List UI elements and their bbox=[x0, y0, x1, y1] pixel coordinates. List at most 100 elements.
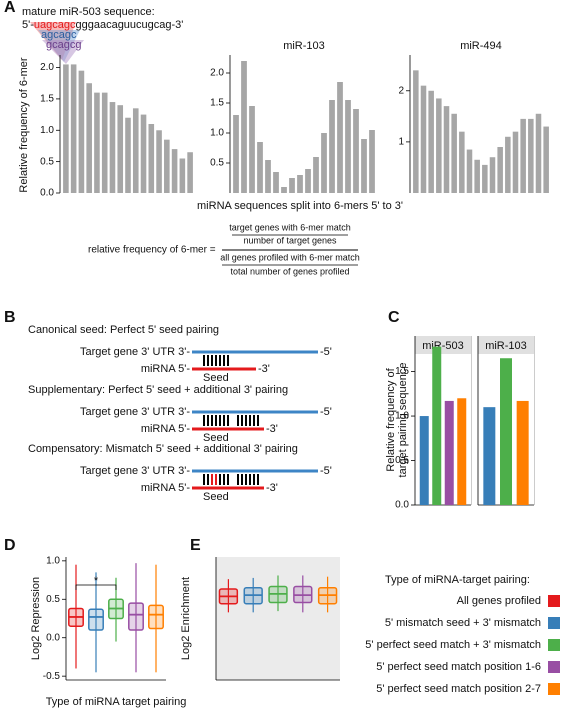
bar bbox=[321, 133, 327, 193]
y-tick-label: 1.0 bbox=[210, 128, 224, 139]
y-tick-label: -0.5 bbox=[43, 671, 61, 682]
bar bbox=[257, 142, 263, 193]
y-tick-label: 1.0 bbox=[40, 125, 54, 136]
legend-label: 5' perfect seed match position 2-7 bbox=[376, 683, 541, 695]
y-tick-label: 2 bbox=[398, 85, 404, 96]
bar bbox=[436, 98, 442, 193]
bar bbox=[497, 147, 503, 193]
bar bbox=[482, 164, 488, 193]
bar bbox=[164, 139, 170, 193]
mirna-end: -3' bbox=[258, 363, 270, 375]
bar bbox=[500, 358, 512, 505]
bar bbox=[466, 149, 473, 193]
bar bbox=[459, 131, 465, 193]
bar bbox=[535, 113, 542, 193]
bar bbox=[444, 400, 454, 505]
bar bbox=[483, 407, 496, 505]
diagram-title: Compensatory: Mismatch 5' seed + additio… bbox=[28, 443, 298, 455]
bar bbox=[451, 113, 457, 193]
bar bbox=[156, 130, 162, 193]
bar bbox=[140, 114, 147, 193]
panel-label: E bbox=[190, 537, 201, 554]
panel-label: D bbox=[4, 537, 16, 554]
mirna-label: miRNA 5'- bbox=[141, 363, 190, 375]
sequence-heading: mature miR-503 sequence: bbox=[22, 6, 155, 18]
legend-swatch bbox=[548, 639, 560, 651]
target-label: Target gene 3' UTR 3'- bbox=[80, 465, 190, 477]
legend-swatch bbox=[548, 661, 560, 673]
legend-label: 5' perfect seed match position 1-6 bbox=[376, 661, 541, 673]
bar bbox=[78, 70, 85, 193]
y-tick-label: 1.0 bbox=[395, 411, 409, 422]
box bbox=[88, 608, 104, 631]
bar bbox=[457, 398, 467, 505]
y-tick-label: 1.5 bbox=[40, 94, 54, 105]
seq-part: gggaacaguucugcag-3' bbox=[75, 19, 183, 31]
legend-label: 5' mismatch seed + 3' mismatch bbox=[385, 617, 541, 629]
bar bbox=[109, 102, 116, 193]
legend-swatch bbox=[548, 595, 560, 607]
bar bbox=[117, 105, 124, 193]
bar bbox=[273, 172, 279, 193]
bar bbox=[474, 159, 480, 193]
legend-title: Type of miRNA-target pairing: bbox=[385, 574, 530, 586]
bar bbox=[132, 108, 139, 193]
x-axis-label: Type of miRNA target pairing bbox=[46, 696, 187, 708]
sequence: 5'-uagcagcgggaacaguucugcag-3' bbox=[22, 19, 183, 31]
bar bbox=[419, 416, 429, 505]
y-tick-label: 0.0 bbox=[46, 632, 60, 643]
target-label: Target gene 3' UTR 3'- bbox=[80, 406, 190, 418]
y-axis-label: Relative frequency of 6-mer bbox=[18, 57, 30, 192]
seed-label: Seed bbox=[203, 491, 229, 503]
facet-strip bbox=[415, 336, 471, 354]
panel-label: A bbox=[4, 0, 16, 16]
bar bbox=[337, 82, 343, 193]
diagram-title: Canonical seed: Perfect 5' seed pairing bbox=[28, 324, 219, 336]
target-end: -5' bbox=[320, 465, 332, 477]
bar bbox=[86, 83, 92, 193]
formula-num-top: target genes with 6-mer match bbox=[229, 222, 351, 232]
seq-part: 5'- bbox=[22, 19, 34, 31]
y-axis-label: Log2 Enrichment bbox=[180, 577, 192, 660]
bar bbox=[345, 100, 351, 193]
bar bbox=[353, 109, 359, 193]
bar bbox=[281, 187, 287, 193]
panel-label: C bbox=[388, 309, 400, 326]
y-tick-label: 1.0 bbox=[46, 555, 60, 566]
y-axis-label: Log2 Repression bbox=[30, 577, 42, 660]
bar bbox=[432, 346, 442, 505]
bar bbox=[489, 157, 496, 193]
bar bbox=[289, 178, 295, 193]
formula-lhs: relative frequency of 6-mer = bbox=[88, 245, 216, 256]
bar bbox=[171, 149, 178, 193]
mirna-label: miRNA 5'- bbox=[141, 482, 190, 494]
seq-part: uagcagc bbox=[34, 19, 76, 31]
bar bbox=[101, 92, 108, 193]
bar bbox=[187, 152, 193, 193]
y-axis-label: Relative frequency of bbox=[385, 367, 397, 471]
legend-label: 5' perfect seed match + 3' mismatch bbox=[365, 639, 541, 651]
box bbox=[148, 604, 164, 630]
bar bbox=[369, 130, 375, 193]
significance-bracket bbox=[75, 584, 117, 590]
y-tick-label: 2.0 bbox=[40, 62, 54, 73]
formula-den-bottom: total number of genes profiled bbox=[230, 266, 349, 276]
facet-strip bbox=[478, 336, 534, 354]
kmer: agcagc bbox=[41, 29, 77, 41]
bar bbox=[516, 400, 529, 505]
y-tick-label: 1.5 bbox=[395, 366, 409, 377]
target-end: -5' bbox=[320, 406, 332, 418]
bar bbox=[520, 118, 526, 193]
bar bbox=[361, 139, 367, 193]
box bbox=[128, 602, 144, 631]
bar bbox=[443, 106, 450, 193]
bar bbox=[249, 106, 255, 193]
kmer-wedge bbox=[42, 40, 84, 64]
bar bbox=[313, 157, 319, 193]
bar bbox=[505, 136, 511, 193]
bar bbox=[297, 175, 303, 193]
panel-label: B bbox=[4, 309, 16, 326]
seed-label: Seed bbox=[203, 432, 229, 444]
y-tick-label: 1.5 bbox=[210, 98, 224, 109]
significance-label: * bbox=[94, 575, 99, 587]
